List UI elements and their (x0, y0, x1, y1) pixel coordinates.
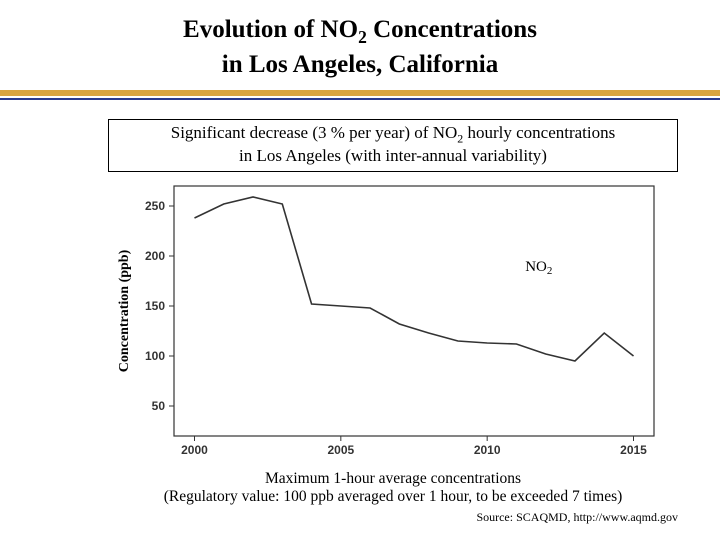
source-line: Source: SCAQMD, http://www.aqmd.gov (476, 510, 678, 525)
title-l1-pre: Evolution of NO (183, 16, 358, 43)
no2-line-chart: 50 100 150 200 250 2000 2005 2010 2015 Concentrat… (108, 176, 668, 466)
svg-text:150: 150 (145, 299, 165, 313)
foot-line-2: (Regulatory value: 100 ppb averaged over… (108, 488, 678, 506)
divider-gold (0, 90, 720, 96)
caption-box: Significant decrease (3 % per year) of N… (108, 119, 678, 172)
title-line-1: Evolution of NO2 Concentrations (0, 14, 720, 49)
title-l1-sub: 2 (358, 27, 367, 47)
foot-line-1: Maximum 1-hour average concentrations (108, 470, 678, 488)
svg-text:200: 200 (145, 249, 165, 263)
caption-l1-pre: Significant decrease (3 % per year) of N… (171, 123, 458, 142)
svg-text:2005: 2005 (327, 443, 354, 457)
svg-text:250: 250 (145, 199, 165, 213)
svg-text:2010: 2010 (474, 443, 501, 457)
chart-container: 50 100 150 200 250 2000 2005 2010 2015 Concentrat… (108, 176, 668, 466)
svg-text:50: 50 (152, 399, 166, 413)
caption-line-1: Significant decrease (3 % per year) of N… (117, 123, 669, 146)
svg-text:2000: 2000 (181, 443, 208, 457)
caption-l1-post: hourly concentrations (463, 123, 615, 142)
caption-line-2: in Los Angeles (with inter-annual variab… (117, 146, 669, 166)
svg-text:100: 100 (145, 349, 165, 363)
svg-text:2015: 2015 (620, 443, 647, 457)
divider-blue (0, 98, 720, 100)
slide-title: Evolution of NO2 Concentrations in Los A… (0, 0, 720, 80)
footer-caption: Maximum 1-hour average concentrations (R… (108, 470, 678, 506)
title-l1-post: Concentrations (367, 16, 537, 43)
svg-text:Concentration (ppb): Concentration (ppb) (117, 249, 132, 372)
title-line-2: in Los Angeles, California (0, 49, 720, 80)
